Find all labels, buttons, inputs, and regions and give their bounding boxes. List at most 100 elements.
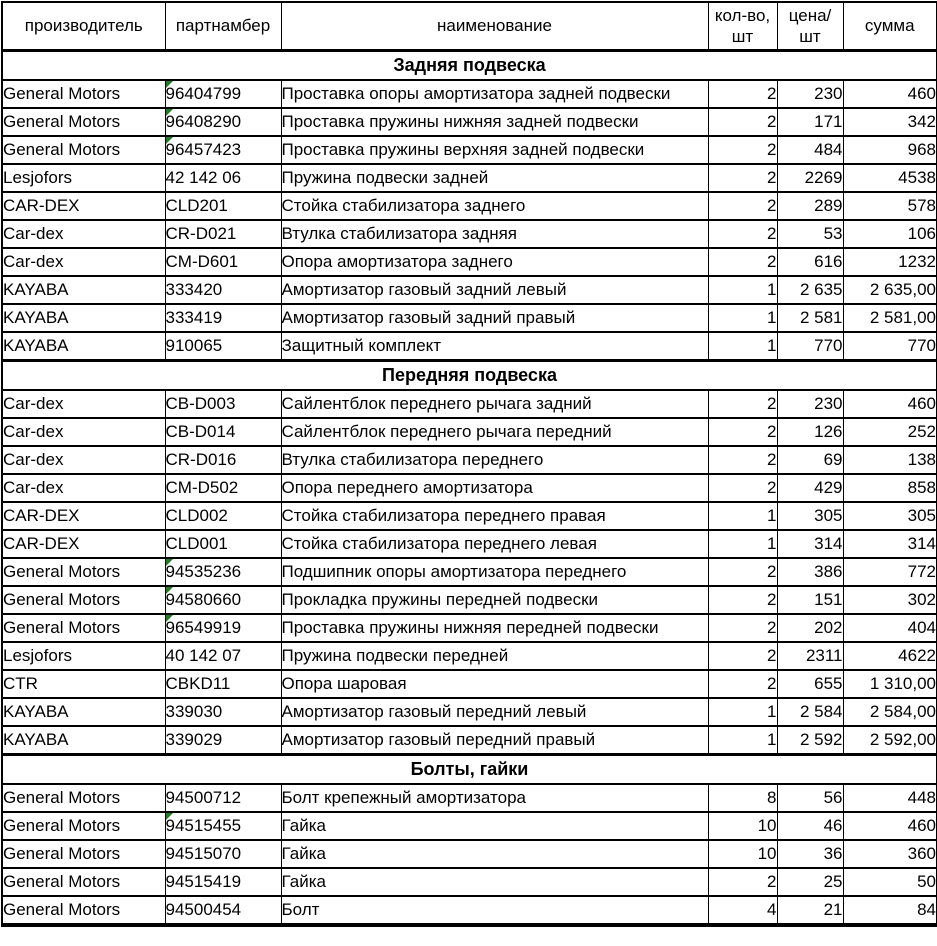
cell-text: Опора амортизатора заднего — [281, 252, 513, 271]
part-row: General Motors 96457423 Проставка пружины … — [1, 135, 937, 165]
cell-price: 2269 — [776, 163, 844, 193]
cell-qty: 2 — [707, 79, 778, 109]
cell-name: Стойка стабилизатора заднего — [280, 191, 709, 221]
part-row: CAR-DEX CLD201 Стойка стабилизатора заднег… — [1, 191, 937, 221]
cell-price: 305 — [776, 501, 844, 531]
cell-text: CTR — [3, 674, 38, 693]
cell-sum: 2 584,00 — [842, 697, 937, 727]
cell-sum: 2 581,00 — [842, 303, 937, 333]
cell-text: Втулка стабилизатора переднего — [281, 450, 544, 469]
cell-price: 202 — [776, 613, 844, 643]
cell-text: 126 — [814, 422, 843, 441]
cell-text: 21 — [823, 900, 843, 919]
cell-name: Гайка — [280, 811, 709, 841]
cell-text: 616 — [814, 252, 843, 271]
cell-text: 1232 — [898, 252, 936, 271]
cell-text: 2 581,00 — [869, 308, 936, 327]
cell-text: 36 — [823, 844, 843, 863]
cell-text: 2 581 — [799, 308, 843, 327]
text-format-marker-icon — [166, 110, 173, 116]
cell-price: 25 — [776, 867, 844, 897]
cell-text: 772 — [907, 562, 936, 581]
table-body: Задняя подвеска General Motors 96404799 Про… — [1, 49, 937, 926]
cell-qty: 2 — [707, 557, 778, 587]
cell-text: 2 — [767, 140, 777, 159]
cell-text: General Motors — [3, 618, 121, 637]
cell-text: General Motors — [3, 140, 121, 159]
cell-qty: 2 — [707, 641, 778, 671]
cell-text: 46 — [823, 816, 843, 835]
cell-text: 339030 — [165, 702, 223, 721]
cell-text: CBKD11 — [165, 674, 231, 693]
cell-text: 56 — [823, 788, 843, 807]
cell-text: Гайка — [281, 872, 326, 891]
cell-qty: 2 — [707, 247, 778, 277]
cell-partnumber: 94500454 — [164, 895, 282, 926]
cell-sum: 84 — [842, 895, 937, 926]
cell-text: 94515419 — [165, 872, 242, 891]
section-title: Передняя подвеска — [1, 359, 937, 391]
cell-partnumber: 339029 — [164, 725, 282, 756]
cell-text: General Motors — [3, 84, 121, 103]
cell-partnumber: 910065 — [164, 331, 282, 362]
cell-text: 2 — [767, 450, 777, 469]
cell-text: Защитный комплект — [281, 336, 442, 355]
cell-text: 386 — [814, 562, 843, 581]
cell-text: Lesjofors — [3, 646, 72, 665]
cell-partnumber: CR-D021 — [164, 219, 282, 249]
cell-text: 2 — [767, 196, 777, 215]
cell-price: 151 — [776, 585, 844, 615]
cell-text: Амортизатор газовый задний правый — [281, 308, 576, 327]
text-format-marker-icon — [166, 560, 173, 566]
cell-text: 96457423 — [165, 140, 242, 159]
cell-text: 305 — [907, 506, 936, 525]
cell-name: Опора шаровая — [280, 669, 709, 699]
cell-text: CR-D016 — [165, 450, 237, 469]
column-header-sum: сумма — [842, 1, 937, 52]
cell-text: Гайка — [281, 844, 326, 863]
cell-manufacturer: CAR-DEX — [1, 529, 166, 559]
cell-sum: 1 310,00 — [842, 669, 937, 699]
cell-text: 84 — [917, 900, 936, 919]
cell-text: 314 — [814, 534, 843, 553]
column-header-manufacturer: производитель — [1, 1, 166, 52]
cell-name: Проставка пружины нижняя передней подвес… — [280, 613, 709, 643]
part-row: General Motors 96408290 Проставка пружины … — [1, 107, 937, 137]
column-header-partnumber: партнамбер — [164, 1, 282, 52]
cell-partnumber: 94515455 — [164, 811, 282, 841]
cell-qty: 4 — [707, 895, 778, 926]
cell-name: Проставка пружины нижняя задней подвески — [280, 107, 709, 137]
cell-text: CM-D601 — [165, 252, 239, 271]
cell-text: General Motors — [3, 900, 121, 919]
cell-name: Амортизатор газовый задний правый — [280, 303, 709, 333]
cell-price: 616 — [776, 247, 844, 277]
cell-manufacturer: KAYABA — [1, 275, 166, 305]
cell-text: CAR-DEX — [3, 196, 80, 215]
cell-manufacturer: KAYABA — [1, 331, 166, 362]
cell-text: 305 — [814, 506, 843, 525]
text-format-marker-icon — [166, 588, 173, 594]
cell-text: 2 — [767, 168, 777, 187]
cell-qty: 2 — [707, 417, 778, 447]
cell-name: Гайка — [280, 839, 709, 869]
cell-text: Сайлентблок переднего рычага задний — [281, 394, 592, 413]
cell-text: 460 — [907, 84, 936, 103]
part-row: General Motors 94500712 Болт крепежный амо… — [1, 783, 937, 813]
cell-sum: 1232 — [842, 247, 937, 277]
section-title: Болты, гайки — [1, 753, 937, 785]
cell-price: 36 — [776, 839, 844, 869]
section-row: Задняя подвеска — [1, 49, 937, 81]
part-row: Car-dex CM-D502 Опора переднего амортизато… — [1, 473, 937, 503]
cell-text: 94500454 — [165, 900, 242, 919]
cell-text: General Motors — [3, 590, 121, 609]
cell-qty: 10 — [707, 839, 778, 869]
cell-partnumber: CR-D016 — [164, 445, 282, 475]
cell-text: 8 — [767, 788, 777, 807]
cell-partnumber: 96457423 — [164, 135, 282, 165]
cell-manufacturer: Car-dex — [1, 473, 166, 503]
part-row: KAYABA 333419 Амортизатор газовый задний п… — [1, 303, 937, 333]
cell-partnumber: 94515419 — [164, 867, 282, 897]
cell-text: 2 635,00 — [869, 280, 936, 299]
cell-sum: 305 — [842, 501, 937, 531]
cell-text: CB-D003 — [165, 394, 236, 413]
